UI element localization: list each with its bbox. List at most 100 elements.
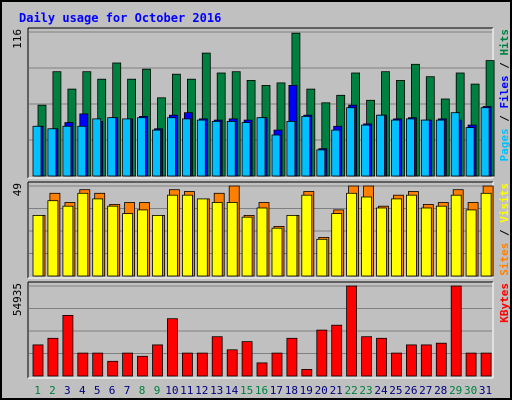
day-label: 16 (255, 384, 268, 397)
day-label: 30 (464, 384, 477, 397)
bar-kbytes (420, 344, 432, 377)
day-label: 18 (285, 384, 298, 397)
legend-item: / (498, 223, 511, 236)
day-label: 17 (270, 384, 283, 397)
bar-kbytes (480, 352, 492, 377)
legend: Sites / Visits (498, 183, 511, 276)
bar-pages (420, 119, 430, 177)
day-label: 31 (479, 384, 492, 397)
day-label: 25 (389, 384, 402, 397)
bar-visits (465, 209, 477, 277)
bar-pages (32, 125, 42, 177)
bar-kbytes (226, 349, 238, 377)
bar-kbytes (256, 362, 268, 377)
legend: Pages / Files / Hits (498, 29, 511, 162)
day-label: 15 (240, 384, 253, 397)
bar-kbytes (92, 352, 104, 377)
bar-kbytes (361, 336, 373, 377)
bar-kbytes (152, 344, 163, 377)
bar-visits (47, 200, 59, 277)
bar-pages (435, 119, 445, 177)
bar-kbytes (301, 368, 313, 377)
day-label: 19 (300, 384, 313, 397)
bar-pages (450, 112, 460, 177)
bar-visits (32, 214, 44, 277)
bar-visits (331, 213, 343, 277)
day-label: 5 (94, 384, 101, 397)
day-label: 28 (434, 384, 447, 397)
bar-pages (391, 119, 400, 177)
day-label: 13 (210, 384, 223, 397)
day-label: 4 (79, 384, 86, 397)
day-label: 24 (374, 384, 388, 397)
day-label: 20 (315, 384, 328, 397)
day-label: 21 (330, 384, 343, 397)
panel-pages-files-hits: 116 Pages / Files / Hits (11, 27, 511, 179)
day-label: 2 (49, 384, 56, 397)
bar-visits (226, 202, 238, 277)
bar-visits (166, 194, 178, 277)
bar-pages (166, 117, 176, 177)
bar-visits (391, 198, 402, 277)
day-label: 26 (404, 384, 417, 397)
panel-sites-visits: 49 Sites / Visits (11, 181, 511, 279)
day-label: 27 (419, 384, 432, 397)
bar-kbytes (450, 285, 462, 377)
legend-item: Hits (498, 29, 511, 56)
bar-kbytes (107, 360, 119, 377)
chart-title: Daily usage for October 2016 (19, 11, 221, 25)
bar-pages (107, 117, 117, 177)
bar-visits (271, 227, 283, 277)
bar-kbytes (241, 341, 253, 377)
bar-visits (376, 207, 387, 277)
bar-visits (450, 194, 462, 277)
bar-kbytes (47, 337, 59, 377)
bar-kbytes (331, 324, 343, 377)
bar-kbytes (196, 352, 208, 377)
bar-visits (241, 216, 253, 277)
legend-item: Sites (498, 236, 511, 276)
legend-item: / (498, 109, 511, 122)
legend-item: KBytes (498, 283, 511, 323)
day-label: 9 (154, 384, 161, 397)
day-label: 29 (449, 384, 462, 397)
bar-visits (435, 205, 447, 277)
bar-visits (286, 214, 298, 277)
legend-item: Visits (498, 183, 511, 223)
bar-kbytes (181, 352, 193, 377)
bar-visits (301, 194, 313, 277)
y-max-label: 116 (11, 29, 24, 49)
bar-kbytes (62, 314, 74, 377)
bar-pages (152, 129, 161, 177)
day-label: 12 (195, 384, 208, 397)
bar-pages (62, 125, 72, 177)
day-label: 14 (225, 384, 239, 397)
bar-kbytes (391, 352, 402, 377)
bar-kbytes (346, 285, 358, 377)
bar-kbytes (405, 344, 417, 377)
bar-kbytes (122, 352, 133, 377)
bar-pages (346, 107, 356, 177)
y-max-label: 49 (11, 183, 24, 196)
bar-pages (465, 127, 475, 177)
bar-visits (361, 196, 373, 277)
day-label: 6 (109, 384, 116, 397)
bar-pages (480, 107, 490, 177)
bar-visits (62, 205, 74, 277)
bar-pages (196, 119, 206, 177)
bar-pages (92, 118, 102, 177)
bar-pages (286, 121, 296, 177)
bar-pages (376, 114, 385, 177)
bar-visits (77, 192, 89, 277)
bar-pages (137, 117, 146, 177)
day-label: 8 (139, 384, 146, 397)
day-label: 3 (64, 384, 71, 397)
y-max-label: 54935 (11, 283, 24, 316)
bar-pages (77, 125, 87, 177)
day-label: 10 (165, 384, 178, 397)
day-label: 22 (344, 384, 357, 397)
bar-pages (361, 124, 371, 177)
bar-kbytes (32, 344, 44, 377)
